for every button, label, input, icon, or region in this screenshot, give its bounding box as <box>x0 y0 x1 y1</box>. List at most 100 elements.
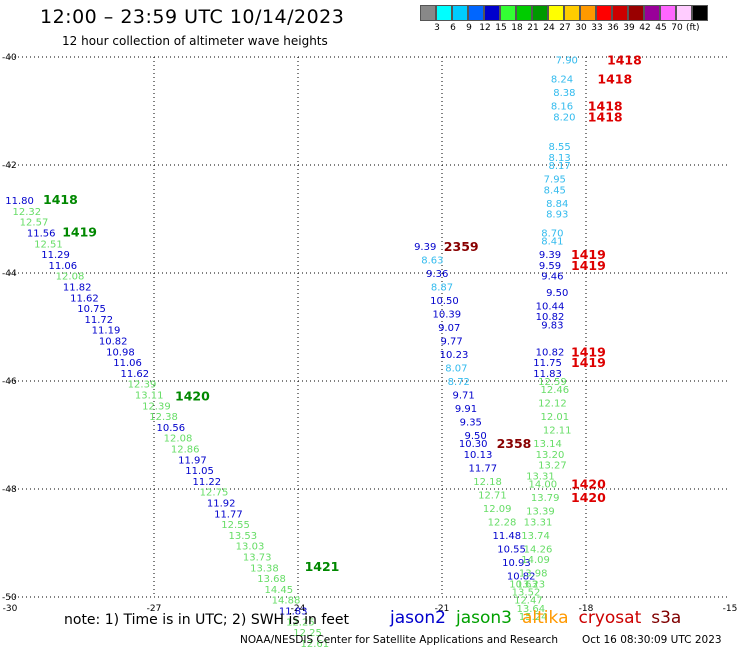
wave-height-label: 11.75 <box>533 358 562 369</box>
pass-time-label: 1419 <box>62 224 97 239</box>
wave-height-label: 8.70 <box>541 229 563 240</box>
satellite-legend: jason2 jason3 altika cryosat s3a <box>390 608 691 628</box>
pass-time-label: 1421 <box>305 559 340 574</box>
wave-height-label: 10.56 <box>156 423 185 434</box>
wave-height-label: 8.55 <box>548 142 570 153</box>
wave-height-label: 12.18 <box>473 477 502 488</box>
wave-height-label: 9.07 <box>438 323 460 334</box>
pass-time-label: 1418 <box>597 72 632 87</box>
wave-height-label: 10.55 <box>497 544 526 555</box>
wave-height-label: 12.25 <box>293 628 322 639</box>
wave-height-label: 10.30 <box>459 439 488 450</box>
wave-height-label: 12.01 <box>540 412 569 423</box>
pass-time-label: 1419 <box>571 258 606 273</box>
wave-height-label: 11.82 <box>63 283 92 294</box>
colorbar-swatch <box>612 5 628 21</box>
wave-height-label: 12.59 <box>538 377 567 388</box>
wave-height-label: 10.93 <box>502 558 531 569</box>
colorbar-label: 30 <box>575 23 587 33</box>
colorbar-swatch <box>436 5 452 21</box>
wave-height-label: 8.93 <box>546 210 568 221</box>
wave-height-label: 10.50 <box>430 296 459 307</box>
page-title: 12:00 – 23:59 UTC 10/14/2023 <box>40 6 345 28</box>
wave-height-label: 12.71 <box>478 490 507 501</box>
colorbar-swatch <box>468 5 484 21</box>
wave-height-label: 12.47 <box>514 596 543 607</box>
wave-height-label: 7.95 <box>544 175 566 186</box>
pass-time-label: 1419 <box>571 247 606 262</box>
colorbar-label: 18 <box>511 23 523 33</box>
wave-height-label: 13.98 <box>519 569 548 580</box>
wave-height-label: 12.12 <box>538 399 567 410</box>
colorbar-label: 6 <box>450 23 456 33</box>
wave-height-label: 8.20 <box>553 112 575 123</box>
wave-height-label: 11.19 <box>92 326 121 337</box>
legend-jason3: jason3 <box>456 608 512 628</box>
wave-height-label: 11.77 <box>468 463 497 474</box>
pass-time-label: 1420 <box>571 477 606 492</box>
wave-height-label: 14.88 <box>272 596 301 607</box>
colorbar-swatch <box>692 5 708 21</box>
wave-height-label: 15.24 <box>519 612 548 623</box>
colorbar-label: 12 <box>479 23 491 33</box>
wave-height-label: 9.59 <box>539 261 561 272</box>
colorbar-swatch <box>484 5 500 21</box>
wave-height-label: 10.82 <box>536 347 565 358</box>
x-tick-label: -18 <box>579 604 594 614</box>
wave-height-label: 14.00 <box>528 480 557 491</box>
y-tick-label: -50 <box>2 593 17 603</box>
wave-height-label: 12.86 <box>171 445 200 456</box>
wave-height-label: 11.80 <box>5 196 34 207</box>
wave-height-label: 11.29 <box>41 250 70 261</box>
colorbar-label: 39 <box>623 23 635 33</box>
pass-time-label: 1418 <box>607 53 642 68</box>
wave-height-label: 7.90 <box>556 56 578 67</box>
wave-height-label: 12.57 <box>20 218 49 229</box>
colorbar-swatch <box>548 5 564 21</box>
wave-height-label: 9.35 <box>460 418 482 429</box>
wave-height-label: 11.56 <box>27 229 56 240</box>
wave-height-label: 8.24 <box>551 75 573 86</box>
wave-height-label: 9.39 <box>414 242 436 253</box>
colorbar-swatch <box>660 5 676 21</box>
wave-height-label: 8.84 <box>546 199 568 210</box>
wave-height-label: 11.62 <box>70 293 99 304</box>
y-tick-label: -48 <box>2 485 17 495</box>
pass-time-label: 1419 <box>571 344 606 359</box>
wave-height-label: 12.39 <box>142 401 171 412</box>
wave-height-label: 10.39 <box>432 310 461 321</box>
wave-height-label: 9.50 <box>546 288 568 299</box>
colorbar-swatch <box>564 5 580 21</box>
colorbar-swatch <box>452 5 468 21</box>
wave-height-label: 9.39 <box>539 250 561 261</box>
colorbar-label: 21 <box>527 23 539 33</box>
colorbar-label: 33 <box>591 23 603 33</box>
colorbar-swatch <box>596 5 612 21</box>
wave-height-label: 11.83 <box>279 607 308 618</box>
wave-height-label: 8.38 <box>553 88 575 99</box>
wave-height-label: 13.39 <box>526 507 555 518</box>
y-tick-label: -46 <box>2 377 17 387</box>
colorbar-label: 15 <box>495 23 507 33</box>
legend-altika: altika <box>522 608 569 628</box>
colorbar-label: 36 <box>607 23 619 33</box>
wave-height-label: 12.09 <box>483 504 512 515</box>
wave-height-label: 11.92 <box>207 499 236 510</box>
page-subtitle: 12 hour collection of altimeter wave hei… <box>62 34 328 48</box>
wave-height-label: 10.75 <box>77 304 106 315</box>
wave-height-label: 8.87 <box>431 283 453 294</box>
colorbar-swatch <box>676 5 692 21</box>
pass-time-label: 1418 <box>43 192 78 207</box>
pass-time-label: 1420 <box>175 389 210 404</box>
wave-height-label: 14.45 <box>264 585 293 596</box>
wave-height-label: 10.82 <box>507 571 536 582</box>
wave-height-label: 11.72 <box>84 315 113 326</box>
wave-height-label: 13.74 <box>521 531 550 542</box>
wave-height-label: 9.50 <box>464 431 486 442</box>
y-tick-label: -44 <box>2 269 17 279</box>
wave-height-label: 10.44 <box>536 301 565 312</box>
wave-height-label: 9.36 <box>426 269 448 280</box>
wave-height-label: 13.38 <box>250 563 279 574</box>
y-tick-label: -40 <box>2 53 17 63</box>
x-tick-label: -27 <box>147 604 162 614</box>
